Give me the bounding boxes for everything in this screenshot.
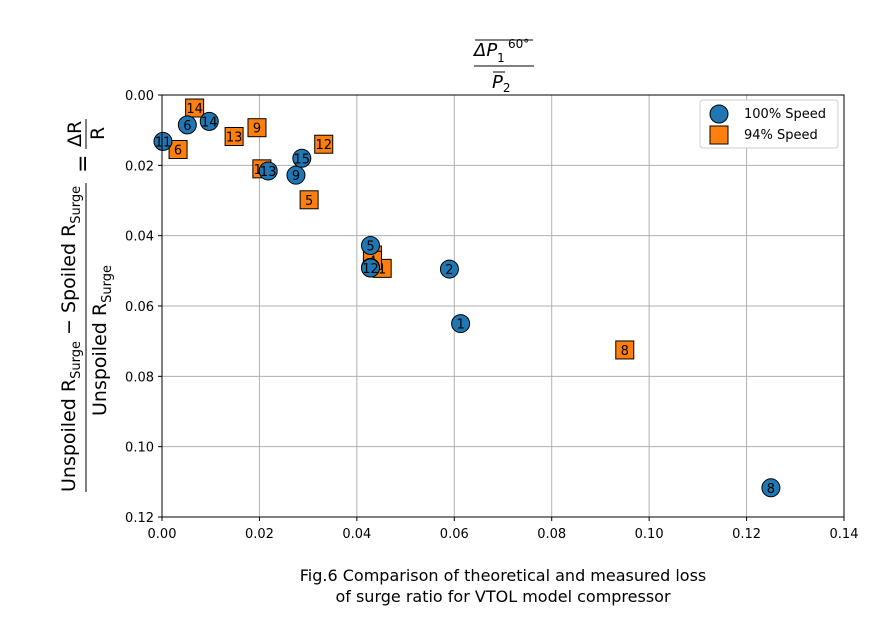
circle-marker xyxy=(177,115,197,135)
point-label: 14 xyxy=(201,115,218,130)
point-label: 14 xyxy=(186,102,203,117)
figure-caption-line1: Fig.6 Comparison of theoretical and meas… xyxy=(300,566,706,585)
circle-marker xyxy=(451,314,471,334)
point-label: 11 xyxy=(155,135,172,150)
square-marker xyxy=(185,98,205,118)
y-label-right-denominator: R xyxy=(87,127,109,140)
circle-marker xyxy=(360,258,380,278)
square-marker xyxy=(224,126,244,146)
point-100-speed-9: 9 xyxy=(286,165,306,185)
legend: 100% Speed 94% Speed xyxy=(699,99,839,149)
legend-marker-100-speed xyxy=(709,104,729,124)
point-label: 5 xyxy=(366,240,374,255)
y-tick-label: 0.04 xyxy=(125,230,154,245)
point-label: 6 xyxy=(174,144,182,159)
point-94-speed-14: 14 xyxy=(185,98,205,118)
x-tick-label: 0.00 xyxy=(148,527,177,542)
point-label: 2 xyxy=(445,263,453,278)
square-marker xyxy=(314,134,334,154)
x-tick-label: 0.12 xyxy=(732,527,761,542)
x-tick-label: 0.10 xyxy=(635,527,664,542)
point-100-speed-11: 11 xyxy=(153,131,173,151)
x-tick-label: 0.08 xyxy=(537,527,566,542)
circle-marker xyxy=(286,165,306,185)
circle-marker xyxy=(360,236,380,256)
y-tick-label: 0.08 xyxy=(125,370,154,385)
point-100-speed-13: 13 xyxy=(258,161,278,181)
x-label-numerator: ΔP1 xyxy=(472,40,505,65)
point-100-speed-8: 8 xyxy=(761,478,781,498)
y-tick-label: 0.12 xyxy=(125,511,154,526)
point-94-speed-13: 13 xyxy=(224,126,244,146)
y-tick-label: 0.02 xyxy=(125,159,154,174)
legend-marker-94-speed xyxy=(709,125,729,145)
y-tick-label: 0.06 xyxy=(125,300,154,315)
legend-label-100-speed: 100% Speed xyxy=(744,107,826,122)
point-100-speed-14: 14 xyxy=(199,111,219,131)
circle-marker xyxy=(439,259,459,279)
circle-marker xyxy=(292,148,312,168)
plot-frame xyxy=(161,94,845,518)
grid-lines xyxy=(161,94,845,518)
point-100-speed-5: 5 xyxy=(360,236,380,256)
x-axis-label: ΔP1 60° P2 xyxy=(472,37,534,95)
circle-marker xyxy=(258,161,278,181)
y-label-equals: = xyxy=(71,155,96,173)
square-marker xyxy=(247,118,267,138)
point-label: 13 xyxy=(226,130,243,145)
y-axis-label: Unspoiled RSurge − Spoiled RSurge Unspoi… xyxy=(58,119,115,492)
point-label: 9 xyxy=(292,169,300,184)
legend-box xyxy=(699,99,839,149)
data-points: 12456891213141512456891112131415 xyxy=(153,98,781,498)
x-tick-label: 0.04 xyxy=(342,527,371,542)
point-label: 1 xyxy=(378,262,386,277)
square-marker xyxy=(168,140,188,160)
point-label: 9 xyxy=(253,122,261,137)
figure-caption-line2: of surge ratio for VTOL model compressor xyxy=(335,587,671,606)
point-94-speed-12: 12 xyxy=(314,134,334,154)
point-100-speed-1: 1 xyxy=(451,314,471,334)
point-label: 6 xyxy=(183,119,191,134)
point-label: 12 xyxy=(362,262,379,277)
axes: 0.00 0.02 0.04 0.06 0.08 0.10 0.12 0.14 0.00 0.02… xyxy=(125,89,858,542)
y-label-right-numerator: ΔR xyxy=(64,121,86,147)
x-tick-label: 0.14 xyxy=(830,527,859,542)
point-94-speed-5: 5 xyxy=(299,190,319,210)
point-label: 12 xyxy=(315,138,332,153)
point-94-speed-6: 6 xyxy=(168,140,188,160)
point-100-speed-2: 2 xyxy=(439,259,459,279)
point-label: 5 xyxy=(305,194,313,209)
point-100-speed-6: 6 xyxy=(177,115,197,135)
point-label: 1 xyxy=(456,318,464,333)
point-label: 8 xyxy=(767,482,775,497)
y-label-numerator: Unspoiled RSurge − Spoiled RSurge xyxy=(58,186,84,492)
circle-marker xyxy=(199,111,219,131)
point-label: 13 xyxy=(260,165,277,180)
point-94-speed-8: 8 xyxy=(615,340,635,360)
point-label: 15 xyxy=(294,152,311,167)
square-marker xyxy=(615,340,635,360)
point-100-speed-12: 12 xyxy=(360,258,380,278)
point-100-speed-15: 15 xyxy=(292,148,312,168)
square-marker xyxy=(299,190,319,210)
y-tick-label: 0.00 xyxy=(125,89,154,104)
x-label-denominator: P2 xyxy=(492,72,511,95)
circle-marker xyxy=(153,131,173,151)
x-tick-label: 0.02 xyxy=(245,527,274,542)
x-tick-label: 0.06 xyxy=(440,527,469,542)
y-tick-label: 0.10 xyxy=(125,441,154,456)
point-label: 8 xyxy=(621,344,629,359)
circle-marker xyxy=(761,478,781,498)
y-label-denominator: Unspoiled RSurge xyxy=(89,265,115,416)
legend-label-94-speed: 94% Speed xyxy=(744,128,818,143)
point-94-speed-9: 9 xyxy=(247,118,267,138)
x-label-superscript: 60° xyxy=(508,37,529,51)
